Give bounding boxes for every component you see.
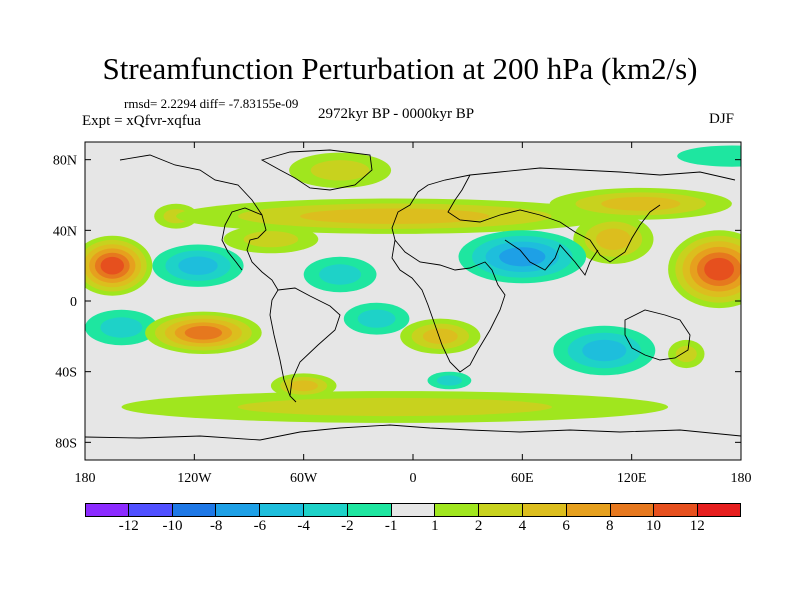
colorbar-label: 8 [606,518,614,534]
colorbar-label: 6 [562,518,570,534]
feature-high-south-pacific [145,311,262,354]
contour-level [422,328,458,344]
feature-high-south-atlantic [400,318,481,354]
contour-level [436,375,462,386]
coast-greenland [260,149,373,191]
colorbar-swatch [522,503,567,517]
colorbar-swatch [654,503,699,517]
contour-level [499,247,546,267]
colorbar-label: 2 [474,518,483,534]
contour-level [582,339,627,362]
contour-level [675,345,697,363]
feature-low-atlantic-tropics [303,256,377,293]
contour-level [289,380,318,392]
coast-north-america [119,154,279,291]
plot-title: Streamfunction Perturbation at 200 hPa (… [102,51,698,86]
axis-ticks: 180 120W 60W 0 60E 120E 180 80N 40N 0 40S 80S [53,142,752,486]
colorbar-label: -10 [162,518,183,534]
feature-ridge-east-asia [573,214,654,264]
colorbar-label: -8 [209,518,223,534]
lon-tick-label: 180 [75,471,96,486]
colorbar [85,503,741,517]
feature-ridge-pacific-band-north [549,187,732,220]
feature-high-south-america-south [270,373,337,399]
contour-level [319,264,362,285]
feature-high-western-pacific-north [668,230,741,309]
colorbar-swatch [435,503,480,517]
coast-europe-asia [391,167,736,263]
contour-level [601,196,681,211]
colorbar-swatch [85,503,129,517]
lat-tick-label: 40N [53,224,77,239]
colorbar-label: 4 [518,518,527,534]
colorbar-label: 1 [431,518,439,534]
contour-level [184,326,223,340]
contour-level [677,145,741,167]
lat-tick-label: 80S [55,436,77,451]
season-label: DJF [709,111,735,127]
feature-low-australia-indian-ocean [553,325,656,376]
contour-level [178,256,218,275]
colorbar-label: -1 [384,518,398,534]
feature-low-east-pacific [152,244,244,287]
lon-tick-label: 60E [511,471,534,486]
contour-field [85,145,741,423]
feature-low-india-arabia [458,230,587,284]
experiment-label: Expt = xQfvr-xqfua [82,113,201,129]
lon-tick-label: 120E [617,471,647,486]
contour-level [243,231,299,248]
contour-level [357,309,396,328]
contour-level [100,256,125,275]
feature-low-southern-ocean-east [427,371,472,390]
coast-antarctica [85,424,741,441]
lon-tick-label: 60W [290,471,318,486]
coast-australia [624,309,691,361]
feature-ridge-atlantic-eurasia-band [176,198,614,234]
coast-africa [391,238,506,373]
coast-arabia-india [504,239,599,276]
colorbar-swatch [347,503,392,517]
colorbar-label: 10 [646,518,662,534]
lon-tick-label: 0 [410,471,417,486]
feature-ridge-north-america [223,225,319,254]
colorbar-swatch [128,503,173,517]
contour-level [237,397,553,417]
feature-high-southern-ocean-band [121,391,669,423]
contour-level [100,317,143,338]
colorbar-label: 12 [689,518,705,534]
lat-tick-label: 80N [53,154,77,169]
feature-high-central-pacific-north [85,235,153,296]
contour-level [704,257,734,281]
colorbar-swatch [391,503,436,517]
colorbar-label: -4 [297,518,310,534]
coast-south-america [269,287,341,403]
feature-greenland-high [289,152,392,188]
colorbar-swatch [566,503,611,517]
feature-low-north-pacific [677,145,741,167]
colorbar-swatch [172,503,217,517]
colorbar-swatch [260,503,304,517]
colorbar-swatch [610,503,655,517]
colorbar-label: -12 [118,518,139,534]
stats-text: rmsd= 2.2294 diff= -7.83155e-09 [124,96,299,111]
colorbar-swatch [479,503,523,517]
lat-tick-label: 0 [70,295,77,310]
contour-level [300,208,490,224]
colorbar-swatch [698,503,741,517]
colorbar-label: -2 [341,518,354,534]
coastlines [85,149,741,441]
contour-level [596,228,631,250]
contour-level [310,160,370,181]
colorbar-swatch [216,503,261,517]
feature-high-australia-east [668,339,705,369]
colorbar-swatch [303,503,348,517]
feature-low-south-pacific-east [85,309,158,346]
feature-low-tropical-atlantic-south [343,302,410,335]
colorbar-label: -6 [253,518,267,534]
lat-tick-label: 40S [55,366,77,381]
lon-tick-label: 120W [177,471,212,486]
lon-tick-label: 180 [731,471,752,486]
period-label: 2972kyr BP - 0000kyr BP [318,106,475,122]
